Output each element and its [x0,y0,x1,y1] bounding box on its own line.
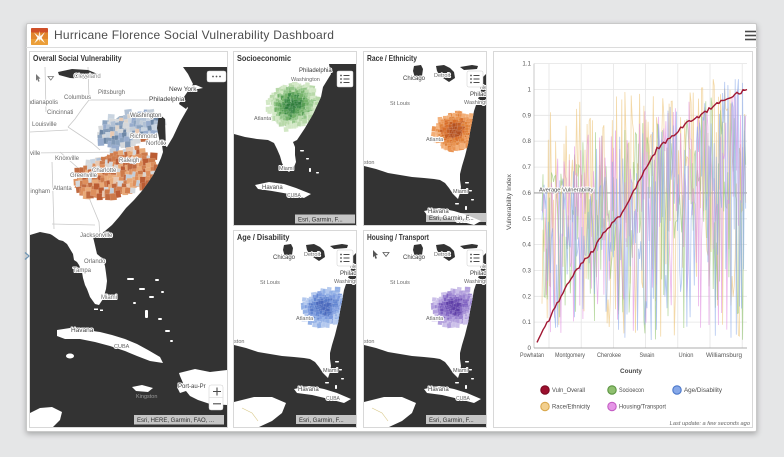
svg-text:Havana: Havana [262,185,283,191]
svg-text:1.1: 1.1 [522,61,531,68]
svg-text:Tampa: Tampa [73,268,92,274]
svg-text:0: 0 [528,345,532,352]
svg-text:Havana: Havana [298,387,319,393]
svg-text:0.1: 0.1 [522,319,531,326]
svg-text:Philadelphia: Philadelphia [299,68,332,74]
svg-text:Kingston: Kingston [136,394,157,400]
svg-text:Pittsburgh: Pittsburgh [98,90,125,96]
svg-text:Chicago: Chicago [273,255,296,261]
svg-text:Richmond: Richmond [130,134,157,140]
svg-text:Philadelphia: Philadelphia [149,96,185,103]
svg-text:Miami: Miami [453,189,468,195]
svg-text:Esri, Garmin, F...: Esri, Garmin, F... [429,418,474,424]
svg-text:CUBA: CUBA [326,396,341,402]
svg-text:CUBA: CUBA [287,193,302,199]
svg-text:Washington: Washington [291,77,320,83]
svg-text:Miami: Miami [101,295,117,301]
svg-text:Ne: Ne [480,264,486,270]
svg-text:Socioecon: Socioecon [619,387,644,394]
svg-text:Esri, Garmin, F...: Esri, Garmin, F... [298,218,343,224]
svg-text:Nashville: Nashville [30,151,41,157]
svg-text:Cleveland: Cleveland [74,74,101,80]
svg-text:Ne: Ne [350,264,356,270]
svg-text:Vulnerability Index: Vulnerability Index [506,173,513,230]
svg-text:Esri, HERE, Garmin, FAO, ...: Esri, HERE, Garmin, FAO, ... [137,418,214,424]
svg-text:Chicago: Chicago [403,255,426,261]
svg-text:Washingt: Washingt [334,279,356,285]
svg-text:Atlanta: Atlanta [426,316,444,322]
svg-text:Detroit: Detroit [434,252,451,258]
svg-text:Philade: Philade [470,92,486,98]
svg-text:Age/Disability: Age/Disability [684,387,723,394]
svg-text:Louisville: Louisville [32,122,57,128]
svg-text:Philade: Philade [470,271,486,277]
svg-text:Miami: Miami [453,368,468,374]
svg-text:0.2: 0.2 [522,293,531,300]
svg-text:CUBA: CUBA [456,396,471,402]
svg-text:uston: uston [234,339,244,345]
svg-text:Vuln_Overall: Vuln_Overall [552,387,585,394]
svg-text:0.6: 0.6 [522,190,531,197]
svg-text:Swain: Swain [640,352,655,359]
svg-text:Charlotte: Charlotte [92,168,117,174]
svg-text:Havana: Havana [71,327,94,334]
svg-text:Birmingham: Birmingham [30,189,50,195]
svg-text:Atlanta: Atlanta [296,316,314,322]
svg-text:Detroit: Detroit [304,252,321,258]
svg-text:Indianapolis: Indianapolis [30,100,58,106]
svg-text:Jacksonville: Jacksonville [80,233,113,239]
svg-text:Cherokee: Cherokee [597,352,621,359]
svg-text:uston: uston [364,339,374,345]
svg-text:Last update: a few seconds ago: Last update: a few seconds ago [670,421,750,427]
svg-text:St Louis: St Louis [390,101,410,107]
svg-text:Washington: Washington [130,113,161,119]
svg-text:Orlando: Orlando [84,259,106,265]
svg-text:New York: New York [169,86,197,93]
svg-text:Montgomery: Montgomery [555,352,586,359]
svg-text:Washingt: Washingt [464,279,486,285]
svg-text:0.5: 0.5 [522,216,531,223]
svg-text:Esri, Garmin, F...: Esri, Garmin, F... [429,216,474,222]
svg-text:Housing/Transport: Housing/Transport [619,404,666,411]
svg-text:Chicago: Chicago [403,76,426,82]
svg-text:Union: Union [679,352,695,359]
svg-text:Knoxville: Knoxville [55,156,80,162]
svg-text:Ne: Ne [480,85,486,91]
svg-text:0.7: 0.7 [522,164,531,171]
svg-text:Race/Ethnicity: Race/Ethnicity [552,404,591,411]
svg-text:uston: uston [364,160,374,166]
svg-text:Norfolk: Norfolk [146,141,166,147]
svg-text:Esri, Garmin, F...: Esri, Garmin, F... [299,418,344,424]
svg-text:Havana: Havana [428,387,449,393]
svg-text:St Louis: St Louis [390,280,410,286]
svg-text:Havana: Havana [428,209,449,215]
svg-text:Atlanta: Atlanta [426,137,444,143]
svg-text:Atlanta: Atlanta [254,116,272,122]
svg-text:Atlanta: Atlanta [53,186,72,192]
svg-text:Port-au-Pr: Port-au-Pr [178,384,206,390]
svg-text:St Louis: St Louis [260,280,280,286]
svg-text:CUBA: CUBA [114,344,130,350]
svg-text:Washingt: Washingt [464,100,486,106]
svg-text:Miami: Miami [323,368,338,374]
svg-text:0.9: 0.9 [522,112,531,119]
svg-text:Philade: Philade [340,271,356,277]
svg-text:1: 1 [528,87,532,94]
svg-text:0.4: 0.4 [522,242,531,249]
svg-text:Greenville: Greenville [70,173,98,179]
svg-text:Powhatan: Powhatan [520,352,544,359]
svg-text:0.3: 0.3 [522,267,531,274]
svg-text:County: County [620,368,642,375]
svg-text:Cincinnati: Cincinnati [47,110,73,116]
svg-text:Columbus: Columbus [64,95,91,101]
svg-text:Williamsburg: Williamsburg [706,352,743,359]
svg-text:Detroit: Detroit [434,73,451,79]
svg-text:Miami: Miami [279,166,294,172]
svg-text:Raleigh: Raleigh [119,158,139,164]
svg-text:Average Vulnerability: Average Vulnerability [539,187,594,193]
svg-text:0.8: 0.8 [522,138,531,145]
